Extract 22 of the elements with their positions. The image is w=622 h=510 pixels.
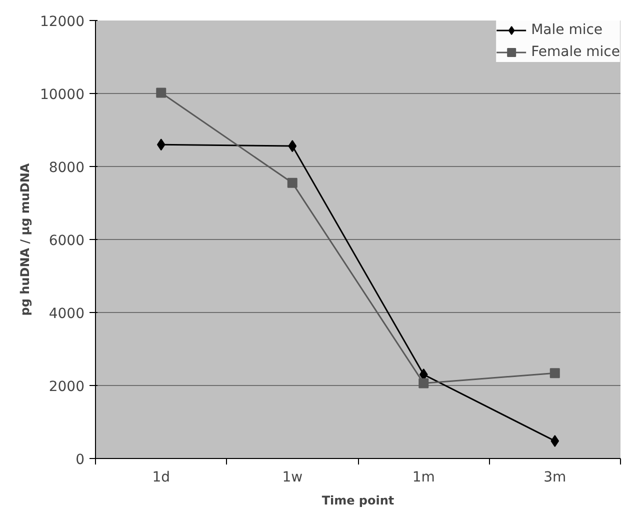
y-tick-label: 12000 bbox=[40, 14, 85, 30]
y-axis-title: pg huDNA / µg muDNA bbox=[18, 162, 32, 316]
point bbox=[156, 138, 166, 151]
y-tick-label: 0 bbox=[76, 452, 85, 468]
y-tick-label: 4000 bbox=[48, 306, 85, 322]
point bbox=[288, 140, 297, 152]
point bbox=[156, 88, 166, 98]
y-tick-label: 6000 bbox=[48, 233, 85, 249]
legend-label: Female mice bbox=[531, 44, 620, 60]
x-tick-label: 1d bbox=[152, 470, 170, 486]
x-tick-label: 3m bbox=[544, 470, 566, 486]
x-axis-title: Time point bbox=[322, 494, 394, 508]
point bbox=[287, 178, 298, 188]
point bbox=[418, 378, 429, 388]
point bbox=[550, 434, 560, 447]
y-tick-label: 8000 bbox=[48, 160, 85, 176]
point bbox=[550, 368, 560, 378]
x-tick-label: 1w bbox=[282, 470, 303, 486]
x-tick-label: 1m bbox=[412, 470, 435, 486]
y-tick-label: 2000 bbox=[48, 379, 85, 395]
y-tick-label: 10000 bbox=[40, 87, 85, 103]
legend-label: Male mice bbox=[531, 22, 603, 38]
